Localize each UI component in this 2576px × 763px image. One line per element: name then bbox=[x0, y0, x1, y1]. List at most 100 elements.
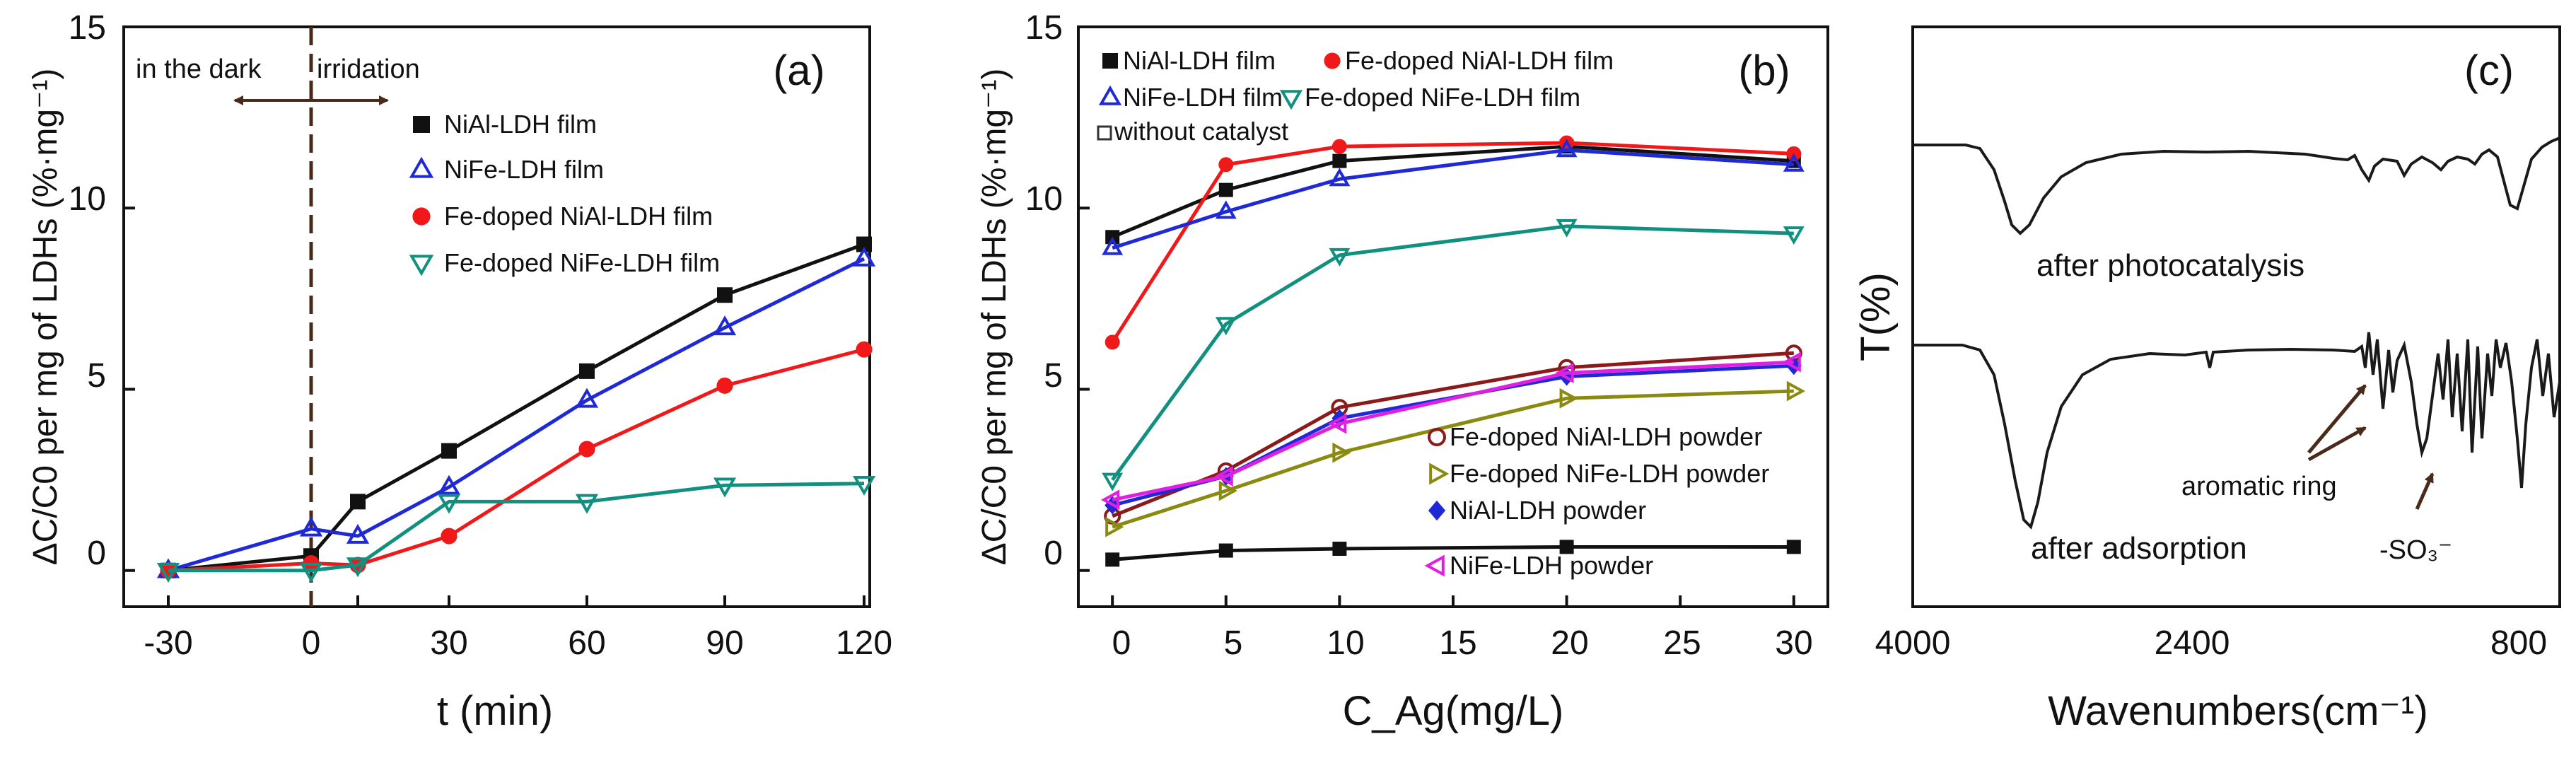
data-point bbox=[579, 363, 595, 379]
data-point bbox=[1218, 157, 1234, 173]
data-point bbox=[1556, 219, 1578, 238]
data-point bbox=[1102, 472, 1124, 491]
legend-label: Fe-doped NiAl-LDH film bbox=[444, 202, 713, 231]
legend-label: NiAl-LDH film bbox=[1123, 46, 1276, 75]
y-axis-title: ΔC/C0 per mg of LDHs (%·mg⁻¹) bbox=[976, 69, 1013, 566]
legend: NiAl-LDH film NiFe-LDH film Fe-doped NiA… bbox=[409, 110, 720, 277]
y-tick-label: 10 bbox=[69, 180, 106, 218]
data-point bbox=[1559, 540, 1574, 554]
data-point bbox=[346, 557, 370, 578]
tick-labels: 0 5 10 15 -30 0 30 60 90 120 bbox=[69, 9, 892, 662]
data-point bbox=[1215, 317, 1237, 336]
panel-label: (a) bbox=[773, 47, 824, 94]
legend-label: Fe-doped NiAl-LDH film bbox=[1345, 46, 1614, 75]
spectrum-label: after adsorption bbox=[2031, 531, 2247, 566]
spectrum-label: after photocatalysis bbox=[2036, 248, 2304, 283]
spectrum-after-photocatalysis bbox=[1913, 136, 2560, 235]
panel-b: 0 5 10 15 0 5 10 15 20 25 30 C_Ag(mg/L) … bbox=[976, 9, 1829, 734]
data-point bbox=[346, 523, 370, 544]
data-point bbox=[437, 474, 461, 495]
data-point bbox=[575, 494, 599, 514]
x-tick-label: 15 bbox=[1439, 624, 1476, 662]
data-point bbox=[1102, 236, 1124, 255]
y-tick-label: 15 bbox=[1025, 9, 1063, 47]
data-point bbox=[1782, 351, 1801, 373]
data-point bbox=[713, 477, 737, 498]
data-point bbox=[1331, 139, 1347, 154]
x-tick-label: 20 bbox=[1551, 624, 1588, 662]
legend-label: NiFe-LDH powder bbox=[1450, 551, 1653, 580]
series-group bbox=[156, 236, 876, 583]
x-tick-label: 25 bbox=[1663, 624, 1701, 662]
data-point bbox=[1559, 388, 1578, 409]
x-tick-label: 30 bbox=[1775, 624, 1812, 662]
axis-ticks bbox=[1078, 25, 1795, 607]
data-point bbox=[1215, 200, 1237, 219]
legend-marker bbox=[1098, 85, 1122, 105]
x-tick-label: 4000 bbox=[1875, 624, 1951, 662]
x-tick-label: 30 bbox=[430, 624, 467, 662]
x-tick-label: 120 bbox=[836, 624, 892, 662]
series-line bbox=[1112, 144, 1794, 239]
series-line bbox=[168, 347, 865, 573]
legend-marker bbox=[1429, 462, 1450, 485]
legend-marker bbox=[1097, 125, 1112, 141]
y-tick-label: 0 bbox=[87, 535, 106, 572]
x-tick-label: 0 bbox=[302, 624, 321, 662]
data-point bbox=[1328, 413, 1347, 434]
series-line bbox=[168, 243, 865, 573]
x-tick-label: 0 bbox=[1112, 624, 1131, 662]
annotation-arrow bbox=[2307, 384, 2367, 454]
data-point bbox=[350, 494, 366, 510]
plot-frame bbox=[122, 25, 871, 608]
legend-label: NiAl-LDH film bbox=[444, 110, 597, 139]
data-point bbox=[716, 377, 733, 394]
data-point bbox=[1786, 540, 1801, 554]
data-point bbox=[1329, 247, 1351, 267]
tick-labels: 0 5 10 15 0 5 10 15 20 25 30 bbox=[1025, 9, 1813, 662]
data-point bbox=[578, 441, 595, 458]
data-point bbox=[1105, 334, 1120, 350]
x-tick-label: -30 bbox=[144, 624, 192, 662]
series-line bbox=[168, 257, 866, 573]
annotation-sulfonate: -SO₃⁻ bbox=[2379, 535, 2452, 565]
x-tick-label: 10 bbox=[1327, 624, 1364, 662]
legend-marker bbox=[1424, 554, 1445, 577]
legend-marker bbox=[1324, 52, 1341, 69]
series-line bbox=[168, 482, 865, 573]
legend-marker bbox=[1102, 53, 1118, 69]
legend-label: NiAl-LDH powder bbox=[1450, 496, 1646, 525]
y-tick-label: 0 bbox=[1044, 535, 1063, 572]
data-point bbox=[856, 236, 872, 252]
spectrum-after-adsorption bbox=[1913, 332, 2561, 530]
x-axis-title: t (min) bbox=[437, 688, 553, 734]
legend-marker bbox=[409, 255, 434, 276]
legend-marker bbox=[1279, 90, 1303, 110]
data-point bbox=[156, 562, 180, 583]
legend-label: NiFe-LDH film bbox=[1123, 83, 1283, 112]
annotation-dark: in the dark bbox=[136, 54, 262, 84]
data-point bbox=[1555, 363, 1574, 383]
y-tick-label: 15 bbox=[69, 9, 106, 47]
series-line bbox=[1112, 148, 1794, 250]
x-tick-label: 5 bbox=[1224, 624, 1243, 662]
data-point bbox=[1218, 480, 1237, 501]
y-axis-title: ΔC/C0 per mg of LDHs (%·mg⁻¹) bbox=[27, 69, 64, 566]
x-tick-label: 90 bbox=[706, 624, 743, 662]
data-point bbox=[299, 562, 323, 583]
data-point bbox=[713, 315, 737, 336]
data-point bbox=[1786, 380, 1805, 402]
annotation-irradiation: irridation bbox=[317, 54, 420, 84]
x-tick-label: 60 bbox=[568, 624, 605, 662]
annotation-arrow bbox=[2415, 472, 2435, 511]
panel-c: 4000 2400 800 Wavenumbers(cm⁻¹) T(%) (c)… bbox=[1853, 25, 2561, 734]
legend-label: NiFe-LDH film bbox=[444, 155, 604, 184]
legend-marker bbox=[409, 156, 434, 178]
annotation-arrow bbox=[2307, 426, 2367, 462]
data-point bbox=[1105, 516, 1124, 537]
data-point bbox=[856, 341, 873, 358]
data-point bbox=[1332, 153, 1347, 168]
legend-label: Fe-doped NiFe-LDH film bbox=[444, 248, 720, 277]
data-point bbox=[1783, 226, 1805, 245]
